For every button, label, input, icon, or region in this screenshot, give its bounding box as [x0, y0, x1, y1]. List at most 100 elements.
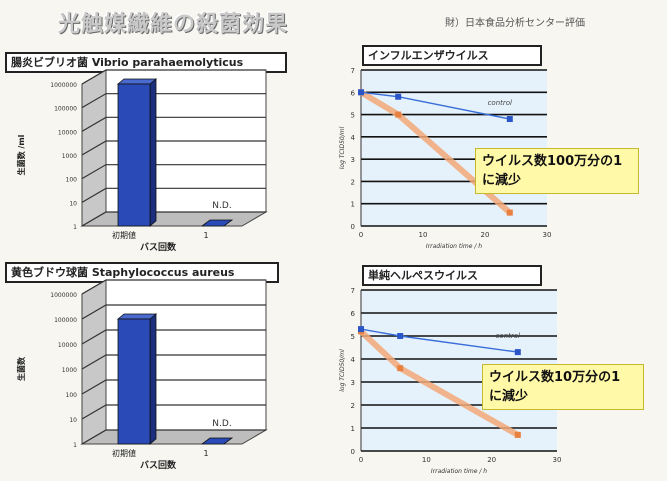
gridline	[81, 329, 266, 345]
y-tick-label: 0	[351, 223, 355, 231]
y-tick-label: 0	[351, 448, 355, 456]
staphylococcus-bar-chart: 1 10 100 1000 10000 100000 1000000 初期値 N.D. 1 バス回数…	[16, 279, 268, 471]
callout-line-1: ウイルス数100万分の1	[482, 154, 623, 169]
bar-side	[149, 313, 157, 445]
y-tick-label: 1000	[62, 367, 77, 374]
gridline	[81, 211, 266, 227]
gridline	[81, 116, 266, 132]
y-tick-label: 3	[351, 156, 355, 164]
y-tick-label: 1	[351, 201, 355, 209]
y-tick-label: 6	[351, 89, 356, 97]
source-note: 財）日本食品分析センター評価	[445, 18, 585, 29]
x-tick-label: 10	[419, 231, 428, 239]
x-axis-label: バス回数	[140, 241, 177, 253]
control-point	[395, 93, 402, 100]
bar	[117, 83, 151, 227]
bar-value-label: N.D.	[212, 201, 231, 211]
gridline	[81, 404, 266, 420]
x-axis-label: バス回数	[140, 459, 177, 471]
herpes-reduction-callout: ウイルス数10万分の1 に減少	[482, 364, 644, 410]
x-tick-label: 初期値	[112, 448, 136, 458]
gridline	[81, 164, 266, 180]
x-tick-label: 20	[481, 231, 490, 239]
gridline	[81, 187, 266, 203]
callout-line-2: に減少	[489, 389, 529, 404]
y-axis-label: 生菌数	[16, 356, 26, 381]
control-point	[358, 326, 364, 333]
callout-line-1: ウイルス数10万分の1	[489, 370, 621, 385]
y-axis-label: log TCID50/ml	[339, 349, 346, 392]
y-tick-label: 1000000	[50, 292, 77, 299]
control-point	[397, 333, 404, 339]
decay-point	[506, 209, 513, 216]
floor	[80, 429, 268, 445]
gridline	[81, 379, 266, 395]
y-tick-label: 1000000	[50, 82, 77, 89]
y-tick-label: 5	[351, 333, 355, 341]
y-tick-label: 4	[351, 356, 356, 364]
x-axis-label: Irradiation time / h	[431, 468, 487, 475]
y-tick-label: 7	[351, 287, 355, 295]
influenza-line-chart: 0 1 2 3 4 5 6 7 0 10 20 30 control Irradiation time /…	[339, 67, 552, 250]
x-tick-label: 1	[203, 449, 208, 458]
bar-top	[116, 313, 158, 320]
page-title: 光触媒繊維の殺菌効果	[58, 12, 289, 37]
gridline	[81, 429, 266, 445]
y-tick-label: 100000	[54, 317, 77, 324]
x-tick-label: 10	[422, 456, 431, 464]
y-tick-label: 100000	[54, 106, 77, 113]
control-point	[506, 116, 513, 123]
y-tick-label: 10	[69, 200, 77, 207]
chart-3-title: インフルエンザウイルス	[362, 45, 542, 66]
series-label: control	[488, 99, 512, 107]
y-tick-label: 10	[69, 417, 77, 424]
y-tick-label: 10000	[58, 342, 77, 349]
bar-flat	[200, 219, 234, 227]
y-tick-label: 4	[351, 134, 356, 142]
bar	[117, 318, 151, 445]
bar-value-label: N.D.	[212, 419, 231, 429]
y-tick-label: 1	[351, 425, 355, 433]
y-tick-label: 100	[66, 177, 78, 184]
y-tick-label: 2	[351, 402, 355, 410]
y-tick-label: 1	[73, 442, 77, 449]
x-axis-label: Irradiation time / h	[426, 243, 482, 250]
y-tick-label: 10000	[58, 129, 77, 136]
gridline	[81, 304, 266, 320]
gridline	[81, 140, 266, 156]
bar-top	[116, 78, 158, 85]
gridline	[81, 354, 266, 370]
x-tick-label: 30	[543, 231, 552, 239]
x-tick-label: 30	[553, 456, 562, 464]
x-tick-label: 0	[359, 456, 363, 464]
bar-flat	[200, 437, 234, 445]
y-tick-label: 1	[73, 224, 77, 231]
y-axis-label: 生菌数 /ml	[16, 134, 26, 175]
x-tick-label: 0	[359, 231, 363, 239]
gridline	[81, 69, 266, 85]
decay-point	[395, 111, 402, 118]
decay-point	[397, 365, 404, 372]
y-tick-label: 5	[351, 112, 355, 120]
control-point	[358, 89, 364, 96]
chart-2-title: 黄色ブドウ球菌 Staphylococcus aureus	[5, 262, 279, 283]
series-label: control	[496, 332, 520, 340]
x-tick-label: 1	[203, 231, 208, 240]
gridline	[81, 279, 266, 295]
floor	[80, 211, 268, 227]
decay-point	[514, 431, 521, 438]
chart-4-title: 単純ヘルペスウイルス	[362, 265, 542, 286]
callout-line-2: に減少	[482, 173, 522, 188]
bar-side	[149, 78, 157, 227]
x-tick-label: 初期値	[112, 230, 136, 240]
y-tick-label: 100	[66, 392, 78, 399]
y-tick-label: 2	[351, 178, 355, 186]
x-tick-label: 20	[487, 456, 496, 464]
y-axis-label: log TCID50/ml	[339, 126, 346, 169]
y-tick-label: 7	[351, 67, 355, 75]
gridline	[81, 93, 266, 109]
control-point	[514, 349, 521, 356]
y-tick-label: 1000	[62, 153, 77, 160]
vibrio-bar-chart: 1 10 100 1000 10000 100000 1000000 初期値 N.D. 1 バス回数…	[16, 69, 268, 253]
y-tick-label: 3	[351, 379, 355, 387]
